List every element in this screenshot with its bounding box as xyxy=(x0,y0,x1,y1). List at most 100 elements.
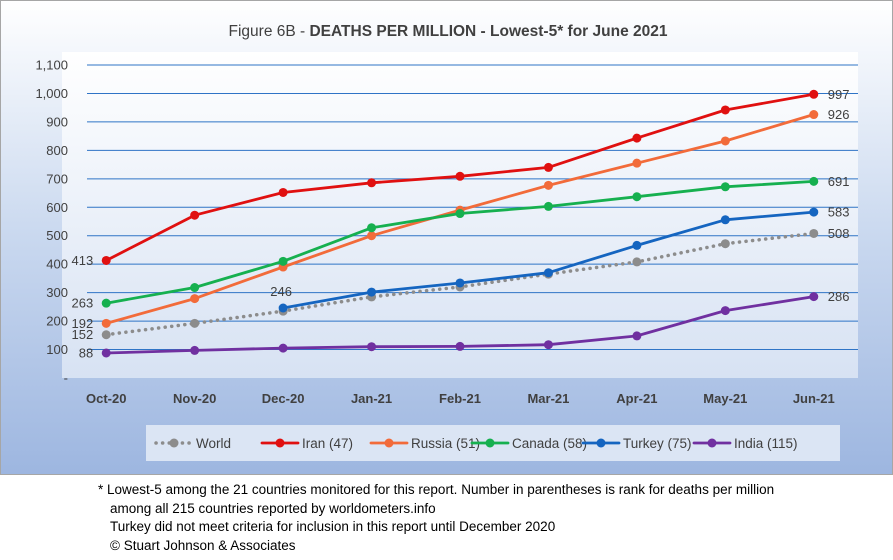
legend-marker-world xyxy=(169,438,179,448)
data-labels: 152 508 413 997 192 926 263 691 246 583 88 286 xyxy=(72,87,850,361)
footnote-line-3: Turkey did not meet criteria for inclusi… xyxy=(110,519,556,534)
chart-title-prefix: Figure 6B - xyxy=(229,23,310,40)
data-point-russia-51 xyxy=(720,136,730,146)
data-point-turkey-75 xyxy=(455,278,465,288)
legend-label-canada-58: Canada (58) xyxy=(512,436,587,451)
data-point-iran-47 xyxy=(190,210,200,220)
data-label-world: 508 xyxy=(828,226,850,241)
data-point-turkey-75 xyxy=(632,240,642,250)
y-tick-label: 400 xyxy=(46,257,68,272)
data-point-canada-58 xyxy=(367,223,377,233)
data-point-canada-58 xyxy=(190,283,200,293)
data-point-iran-47 xyxy=(809,89,819,99)
series-lines xyxy=(101,89,819,358)
footnote-line-1: * Lowest-5 among the 21 countries monito… xyxy=(98,482,775,497)
x-tick-label: May-21 xyxy=(703,391,747,406)
data-label-russia-51: 192 xyxy=(72,316,94,331)
x-tick-label: Jun-21 xyxy=(793,391,835,406)
legend-label-iran-47: Iran (47) xyxy=(302,436,353,451)
data-point-world xyxy=(809,228,819,238)
data-point-russia-51 xyxy=(101,318,111,328)
chart-title: Figure 6B - DEATHS PER MILLION - Lowest-… xyxy=(229,23,668,40)
data-label-india-115: 88 xyxy=(79,345,93,360)
data-point-turkey-75 xyxy=(367,287,377,297)
y-tick-label: 900 xyxy=(46,114,68,129)
data-point-india-115 xyxy=(278,343,288,353)
data-point-india-115 xyxy=(632,331,642,341)
legend: World Iran (47) Russia (51) Canada (58) Turk… xyxy=(154,436,798,451)
x-axis-tick-labels: Oct-20 Nov-20 Dec-20 Jan-21 Feb-21 Mar-21 Apr-… xyxy=(86,391,835,406)
data-point-india-115 xyxy=(101,348,111,358)
data-point-world xyxy=(101,330,111,340)
data-point-canada-58 xyxy=(101,298,111,308)
data-point-iran-47 xyxy=(543,162,553,172)
legend-marker-russia-51 xyxy=(384,438,394,448)
data-point-russia-51 xyxy=(809,110,819,120)
y-tick-label: 500 xyxy=(46,228,68,243)
y-tick-label: 1,100 xyxy=(35,58,68,73)
x-tick-label: Jan-21 xyxy=(351,391,392,406)
data-point-canada-58 xyxy=(720,182,730,192)
data-point-iran-47 xyxy=(367,178,377,188)
data-point-iran-47 xyxy=(720,105,730,115)
data-point-canada-58 xyxy=(632,192,642,202)
x-tick-label: Oct-20 xyxy=(86,391,126,406)
chart-title-main: DEATHS PER MILLION - Lowest-5* for June … xyxy=(309,23,667,40)
data-point-canada-58 xyxy=(455,209,465,219)
data-point-india-115 xyxy=(543,340,553,350)
x-tick-label: Mar-21 xyxy=(527,391,569,406)
footnote-line-2: among all 215 countries reported by worl… xyxy=(110,500,436,516)
data-label-canada-58: 691 xyxy=(828,174,850,189)
data-label-world: 152 xyxy=(72,327,94,342)
data-point-turkey-75 xyxy=(278,303,288,313)
legend-marker-iran-47 xyxy=(275,438,285,448)
data-point-iran-47 xyxy=(278,187,288,197)
data-point-iran-47 xyxy=(632,133,642,143)
data-point-russia-51 xyxy=(543,180,553,190)
x-tick-label: Nov-20 xyxy=(173,391,216,406)
legend-label-turkey-75: Turkey (75) xyxy=(623,436,692,451)
y-tick-label: 600 xyxy=(46,200,68,215)
data-point-india-115 xyxy=(720,306,730,316)
data-point-turkey-75 xyxy=(543,268,553,278)
y-axis-tick-labels: - 100 200 300 400 500 600 700 800 900 1,000 1,100 xyxy=(35,58,68,386)
y-tick-label: 100 xyxy=(46,342,68,357)
data-label-canada-58: 263 xyxy=(72,296,94,311)
data-point-canada-58 xyxy=(278,256,288,266)
data-point-india-115 xyxy=(455,341,465,351)
y-tick-label: 300 xyxy=(46,285,68,300)
data-point-russia-51 xyxy=(190,294,200,304)
data-point-turkey-75 xyxy=(720,215,730,225)
line-chart: Figure 6B - DEATHS PER MILLION - Lowest-… xyxy=(0,0,893,475)
footnote: * Lowest-5 among the 21 countries monito… xyxy=(98,481,888,555)
x-tick-label: Feb-21 xyxy=(439,391,481,406)
data-point-india-115 xyxy=(190,345,200,355)
data-point-canada-58 xyxy=(543,201,553,211)
x-tick-label: Dec-20 xyxy=(262,391,305,406)
data-label-turkey-75: 583 xyxy=(828,205,850,220)
legend-marker-india-115 xyxy=(707,438,717,448)
data-label-turkey-75: 246 xyxy=(270,284,292,299)
data-label-iran-47: 997 xyxy=(828,87,850,102)
y-tick-label: 700 xyxy=(46,171,68,186)
y-tick-label: 1,000 xyxy=(35,86,68,101)
data-point-russia-51 xyxy=(632,158,642,168)
data-point-canada-58 xyxy=(809,176,819,186)
data-point-world xyxy=(190,318,200,328)
data-point-india-115 xyxy=(809,292,819,302)
data-label-russia-51: 926 xyxy=(828,107,850,122)
data-point-india-115 xyxy=(367,342,377,352)
y-tick-label: 200 xyxy=(46,314,68,329)
y-tick-label: - xyxy=(64,371,68,386)
legend-label-russia-51: Russia (51) xyxy=(411,436,480,451)
x-tick-label: Apr-21 xyxy=(616,391,657,406)
y-tick-label: 800 xyxy=(46,143,68,158)
data-point-iran-47 xyxy=(455,171,465,181)
data-point-turkey-75 xyxy=(809,207,819,217)
legend-label-world: World xyxy=(196,436,231,451)
data-label-india-115: 286 xyxy=(828,289,850,304)
legend-label-india-115: India (115) xyxy=(734,436,798,451)
chart-container: Figure 6B - DEATHS PER MILLION - Lowest-… xyxy=(0,0,893,475)
legend-marker-canada-58 xyxy=(485,438,495,448)
footnote-copyright: © Stuart Johnson & Associates xyxy=(110,537,296,553)
